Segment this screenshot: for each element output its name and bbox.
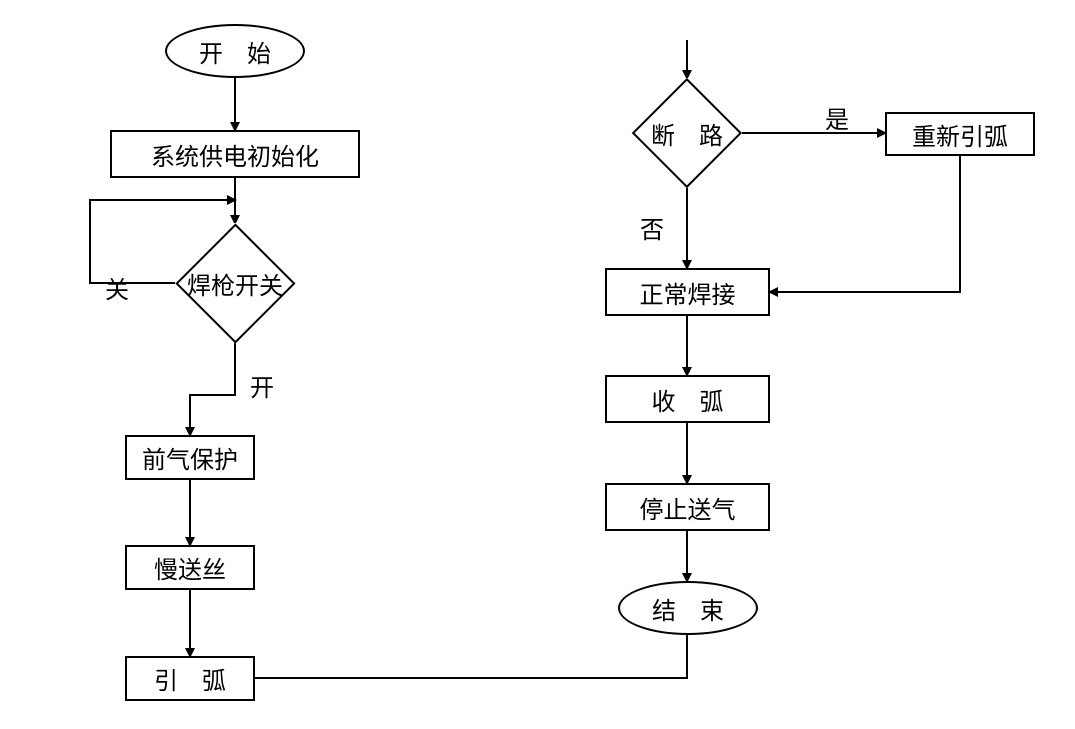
node-arc-end-label: 收 弧 [652,382,724,417]
node-pregas-label: 前气保护 [142,440,238,475]
node-stop-gas-label: 停止送气 [640,490,736,525]
node-arc-start-label: 引 弧 [154,661,226,696]
node-arc-start: 引 弧 [125,656,255,701]
node-slow-wire-label: 慢送丝 [154,550,226,585]
edge-layer [0,0,1075,729]
node-torch-switch-label: 焊枪开关 [187,266,283,301]
node-open-circuit-label: 断 路 [651,116,723,151]
node-start: 开 始 [165,24,305,78]
node-rearc-label: 重新引弧 [912,117,1008,152]
node-normal-weld-label: 正常焊接 [640,275,736,310]
node-start-label: 开 始 [199,34,271,69]
node-open-circuit: 断 路 [632,78,742,188]
node-rearc: 重新引弧 [885,112,1035,156]
node-slow-wire: 慢送丝 [125,545,255,590]
node-init: 系统供电初始化 [110,130,360,178]
node-torch-switch: 焊枪开关 [175,223,295,343]
node-stop-gas: 停止送气 [605,483,770,531]
edge-label-e_open_normal: 否 [640,210,664,245]
node-normal-weld: 正常焊接 [605,268,770,316]
node-end-label: 结 束 [652,591,724,626]
node-pregas: 前气保护 [125,435,255,480]
node-init-label: 系统供电初始化 [151,137,319,172]
flowchart-canvas: 开 始 系统供电初始化 焊枪开关 前气保护 慢送丝 引 弧 断 路 重新引弧 正… [0,0,1075,729]
edge-e_rearc_normal [770,156,960,292]
edge-label-e_switch_pregas: 开 [250,368,274,403]
edge-label-e_open_rearc: 是 [825,100,849,135]
edge-e_switch_pregas [190,343,235,435]
edge-label-e_switch_loop: 关 [105,270,129,305]
node-end: 结 束 [618,581,758,635]
node-arc-end: 收 弧 [605,375,770,423]
